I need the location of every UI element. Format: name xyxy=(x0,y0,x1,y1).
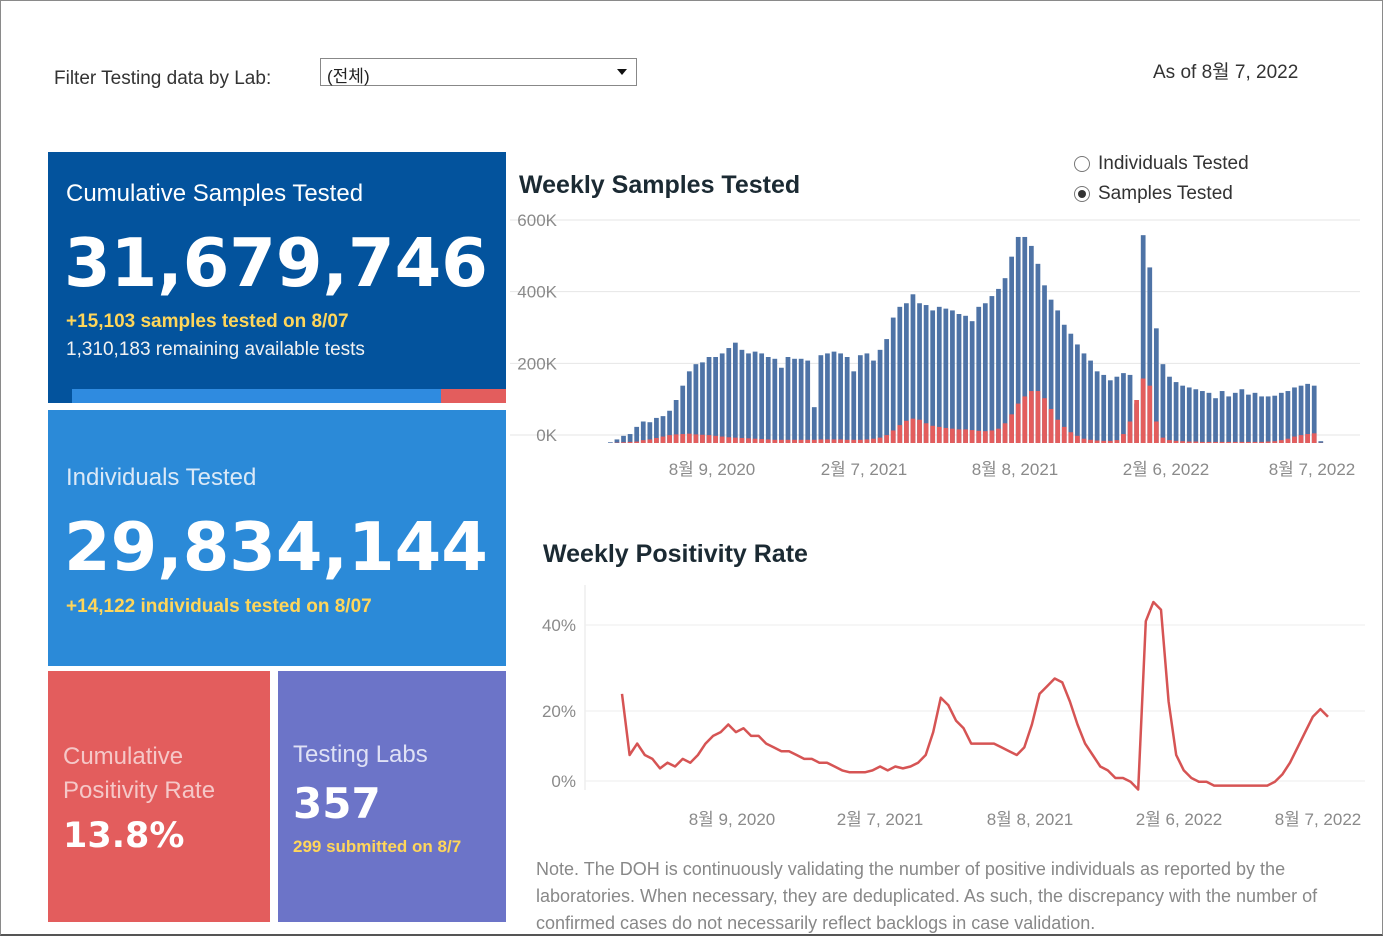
note-text: Note. The DOH is continuously validating… xyxy=(536,856,1366,937)
toggle-samples-label: Samples Tested xyxy=(1098,183,1233,205)
radio-button-selected-icon[interactable] xyxy=(1074,186,1090,202)
testing-labs-tile: Testing Labs 357 299 submitted on 8/7 xyxy=(278,671,506,922)
positivity-rate-tile: Cumulative Positivity Rate 13.8% xyxy=(48,671,270,922)
individuals-total: 29,834,144 xyxy=(64,508,488,586)
individuals-delta: +14,122 individuals tested on 8/07 xyxy=(66,596,372,618)
toggle-samples-tested[interactable]: Samples Tested xyxy=(1074,183,1233,205)
weekly-samples-title: Weekly Samples Tested xyxy=(519,171,800,200)
samples-tile-title: Cumulative Samples Tested xyxy=(66,180,363,208)
radio-button-icon[interactable] xyxy=(1074,156,1090,172)
labs-tile-title: Testing Labs xyxy=(293,741,428,769)
cumulative-samples-tile: Cumulative Samples Tested 31,679,746 +15… xyxy=(48,152,506,403)
positivity-title-line2: Positivity Rate xyxy=(63,777,215,805)
remaining-tests: 1,310,183 remaining available tests xyxy=(66,339,365,361)
toggle-individuals-tested[interactable]: Individuals Tested xyxy=(1074,153,1249,175)
tests-remaining-bar xyxy=(441,389,506,403)
lab-filter-dropdown[interactable]: (전체) xyxy=(320,58,637,86)
individuals-tile-title: Individuals Tested xyxy=(66,464,256,492)
lab-filter-value: (전체) xyxy=(327,67,370,86)
positivity-title-line1: Cumulative xyxy=(63,743,183,771)
tests-used-bar xyxy=(72,389,441,403)
samples-total: 31,679,746 xyxy=(64,224,488,302)
toggle-individuals-label: Individuals Tested xyxy=(1098,153,1249,175)
filter-label: Filter Testing data by Lab: xyxy=(54,68,271,90)
dropdown-arrow-icon xyxy=(617,69,627,75)
weekly-positivity-title: Weekly Positivity Rate xyxy=(543,540,808,569)
individuals-tested-tile: Individuals Tested 29,834,144 +14,122 in… xyxy=(48,410,506,666)
as-of-date: As of 8월 7, 2022 xyxy=(1153,57,1298,84)
positivity-value: 13.8% xyxy=(63,816,184,856)
labs-count: 357 xyxy=(293,779,381,828)
labs-delta: 299 submitted on 8/7 xyxy=(293,837,461,857)
samples-delta: +15,103 samples tested on 8/07 xyxy=(66,311,349,333)
